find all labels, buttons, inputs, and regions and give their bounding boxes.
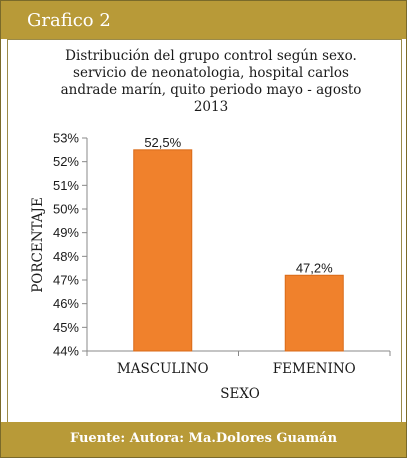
figure-label: Grafico 2: [27, 10, 111, 31]
figure-header: Grafico 2: [1, 1, 406, 39]
x-axis-label: SEXO: [220, 386, 260, 402]
source-note: Fuente: Autora: Ma.Dolores Guamán: [69, 431, 338, 446]
y-tick-label: 47%: [53, 273, 79, 288]
bar-masculino: [133, 149, 193, 352]
chart-title-line-3: andrade marín, quito periodo mayo - agos…: [61, 82, 362, 98]
y-tick-label: 44%: [53, 344, 79, 359]
y-tick-label: 50%: [53, 202, 79, 217]
y-tick-label: 48%: [53, 249, 79, 264]
bar-femenino: [284, 274, 344, 352]
y-tick-label: 53%: [53, 131, 79, 146]
figure-footer: Fuente: Autora: Ma.Dolores Guamán: [1, 422, 406, 457]
category-label: MASCULINO: [117, 361, 209, 377]
data-label: 47,2%: [296, 260, 333, 275]
category-label: FEMENINO: [273, 361, 356, 377]
chart-title-line-2: servicio de neonatologia, hospital carlo…: [73, 65, 349, 81]
y-tick-label: 46%: [53, 296, 79, 311]
chart-title-line-4: 2013: [194, 99, 228, 115]
y-tick-label: 52%: [53, 154, 79, 169]
chart-title: Distribución del grupo control según sex…: [61, 48, 362, 115]
chart-panel: [7, 39, 402, 423]
y-axis-label: PORCENTAJE: [30, 197, 46, 293]
data-label: 52,5%: [144, 135, 181, 150]
y-tick-label: 45%: [53, 320, 79, 335]
y-tick-label: 49%: [53, 225, 79, 240]
chart-title-line-1: Distribución del grupo control según sex…: [65, 48, 357, 64]
y-tick-label: 51%: [53, 178, 79, 193]
